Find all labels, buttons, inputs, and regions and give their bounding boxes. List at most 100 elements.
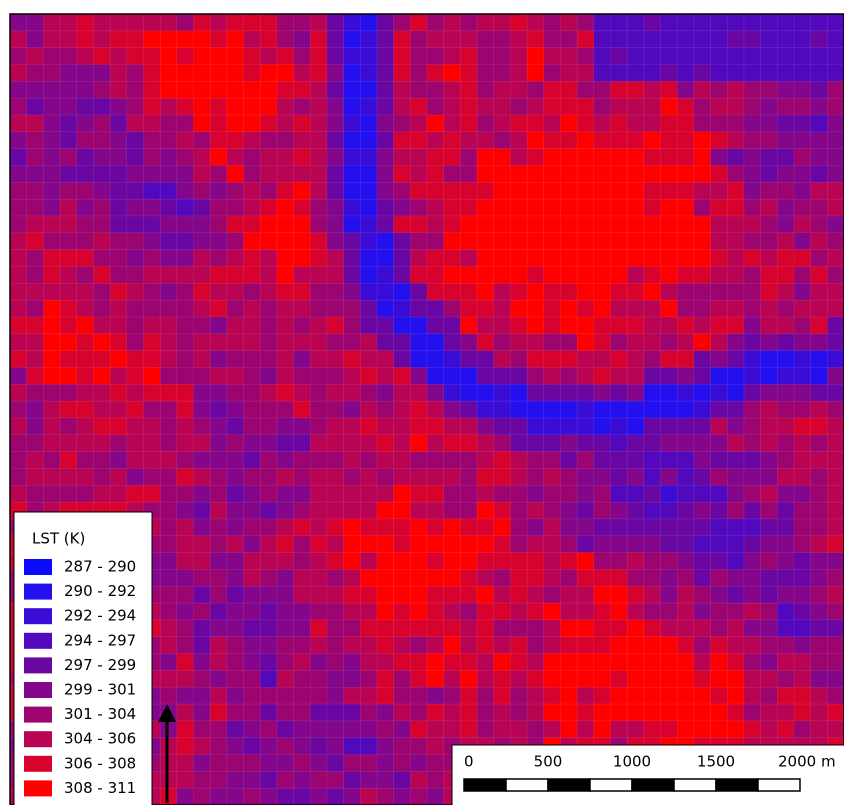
raster-cell (210, 266, 227, 283)
raster-cell (694, 435, 711, 452)
raster-cell (644, 283, 661, 300)
raster-cell (544, 418, 561, 435)
raster-cell (227, 401, 244, 418)
raster-cell (761, 351, 778, 368)
raster-cell (344, 98, 361, 115)
raster-cell (410, 283, 427, 300)
raster-cell (77, 31, 94, 48)
raster-cell (110, 351, 127, 368)
raster-cell (594, 586, 611, 603)
raster-cell (661, 250, 678, 267)
raster-cell (310, 216, 327, 233)
raster-cell (277, 165, 294, 182)
raster-cell (127, 401, 144, 418)
raster-cell (794, 250, 811, 267)
raster-cell (177, 721, 194, 738)
raster-cell (610, 603, 627, 620)
raster-cell (727, 502, 744, 519)
raster-cell (143, 132, 160, 149)
raster-cell (193, 115, 210, 132)
raster-cell (777, 384, 794, 401)
raster-cell (27, 283, 44, 300)
raster-cell (277, 233, 294, 250)
raster-cell (127, 149, 144, 166)
raster-cell (327, 771, 344, 788)
raster-cell (260, 233, 277, 250)
raster-cell (477, 569, 494, 586)
raster-cell (761, 14, 778, 31)
raster-cell (193, 250, 210, 267)
raster-cell (410, 351, 427, 368)
raster-cell (494, 351, 511, 368)
scale-bar: 0500100015002000 m (452, 745, 844, 805)
raster-cell (143, 182, 160, 199)
raster-cell (93, 182, 110, 199)
raster-cell (410, 620, 427, 637)
raster-cell (661, 283, 678, 300)
raster-cell (244, 367, 261, 384)
raster-cell (277, 216, 294, 233)
raster-cell (394, 31, 411, 48)
raster-cell (711, 586, 728, 603)
legend-swatch (24, 780, 52, 796)
raster-cell (110, 98, 127, 115)
raster-cell (127, 64, 144, 81)
raster-cell (794, 452, 811, 469)
raster-cell (43, 115, 60, 132)
raster-cell (744, 687, 761, 704)
raster-cell (577, 351, 594, 368)
raster-cell (444, 250, 461, 267)
raster-cell (560, 401, 577, 418)
raster-cell (510, 384, 527, 401)
raster-cell (594, 165, 611, 182)
raster-cell (827, 637, 844, 654)
raster-cell (494, 115, 511, 132)
raster-cell (227, 334, 244, 351)
raster-cell (143, 250, 160, 267)
raster-cell (110, 452, 127, 469)
raster-cell (594, 216, 611, 233)
raster-cell (60, 468, 77, 485)
raster-cell (727, 452, 744, 469)
raster-cell (827, 266, 844, 283)
raster-cell (577, 250, 594, 267)
raster-cell (811, 182, 828, 199)
raster-cell (210, 502, 227, 519)
raster-cell (410, 687, 427, 704)
raster-cell (110, 31, 127, 48)
raster-cell (610, 485, 627, 502)
raster-cell (127, 452, 144, 469)
raster-cell (460, 351, 477, 368)
raster-cell (460, 536, 477, 553)
raster-cell (610, 367, 627, 384)
raster-cell (427, 384, 444, 401)
raster-cell (394, 334, 411, 351)
raster-cell (694, 31, 711, 48)
raster-cell (761, 519, 778, 536)
raster-cell (627, 199, 644, 216)
raster-cell (761, 637, 778, 654)
raster-cell (344, 502, 361, 519)
raster-cell (594, 233, 611, 250)
raster-cell (260, 48, 277, 65)
raster-cell (627, 233, 644, 250)
raster-cell (210, 771, 227, 788)
raster-cell (527, 637, 544, 654)
raster-cell (160, 603, 177, 620)
raster-cell (677, 637, 694, 654)
raster-cell (777, 670, 794, 687)
raster-cell (494, 182, 511, 199)
raster-cell (711, 98, 728, 115)
raster-cell (410, 536, 427, 553)
raster-cell (60, 266, 77, 283)
raster-cell (210, 132, 227, 149)
raster-cell (27, 14, 44, 31)
raster-cell (510, 452, 527, 469)
raster-cell (677, 452, 694, 469)
raster-cell (93, 266, 110, 283)
raster-cell (377, 351, 394, 368)
raster-cell (210, 367, 227, 384)
raster-cell (694, 64, 711, 81)
raster-cell (177, 31, 194, 48)
raster-cell (577, 670, 594, 687)
